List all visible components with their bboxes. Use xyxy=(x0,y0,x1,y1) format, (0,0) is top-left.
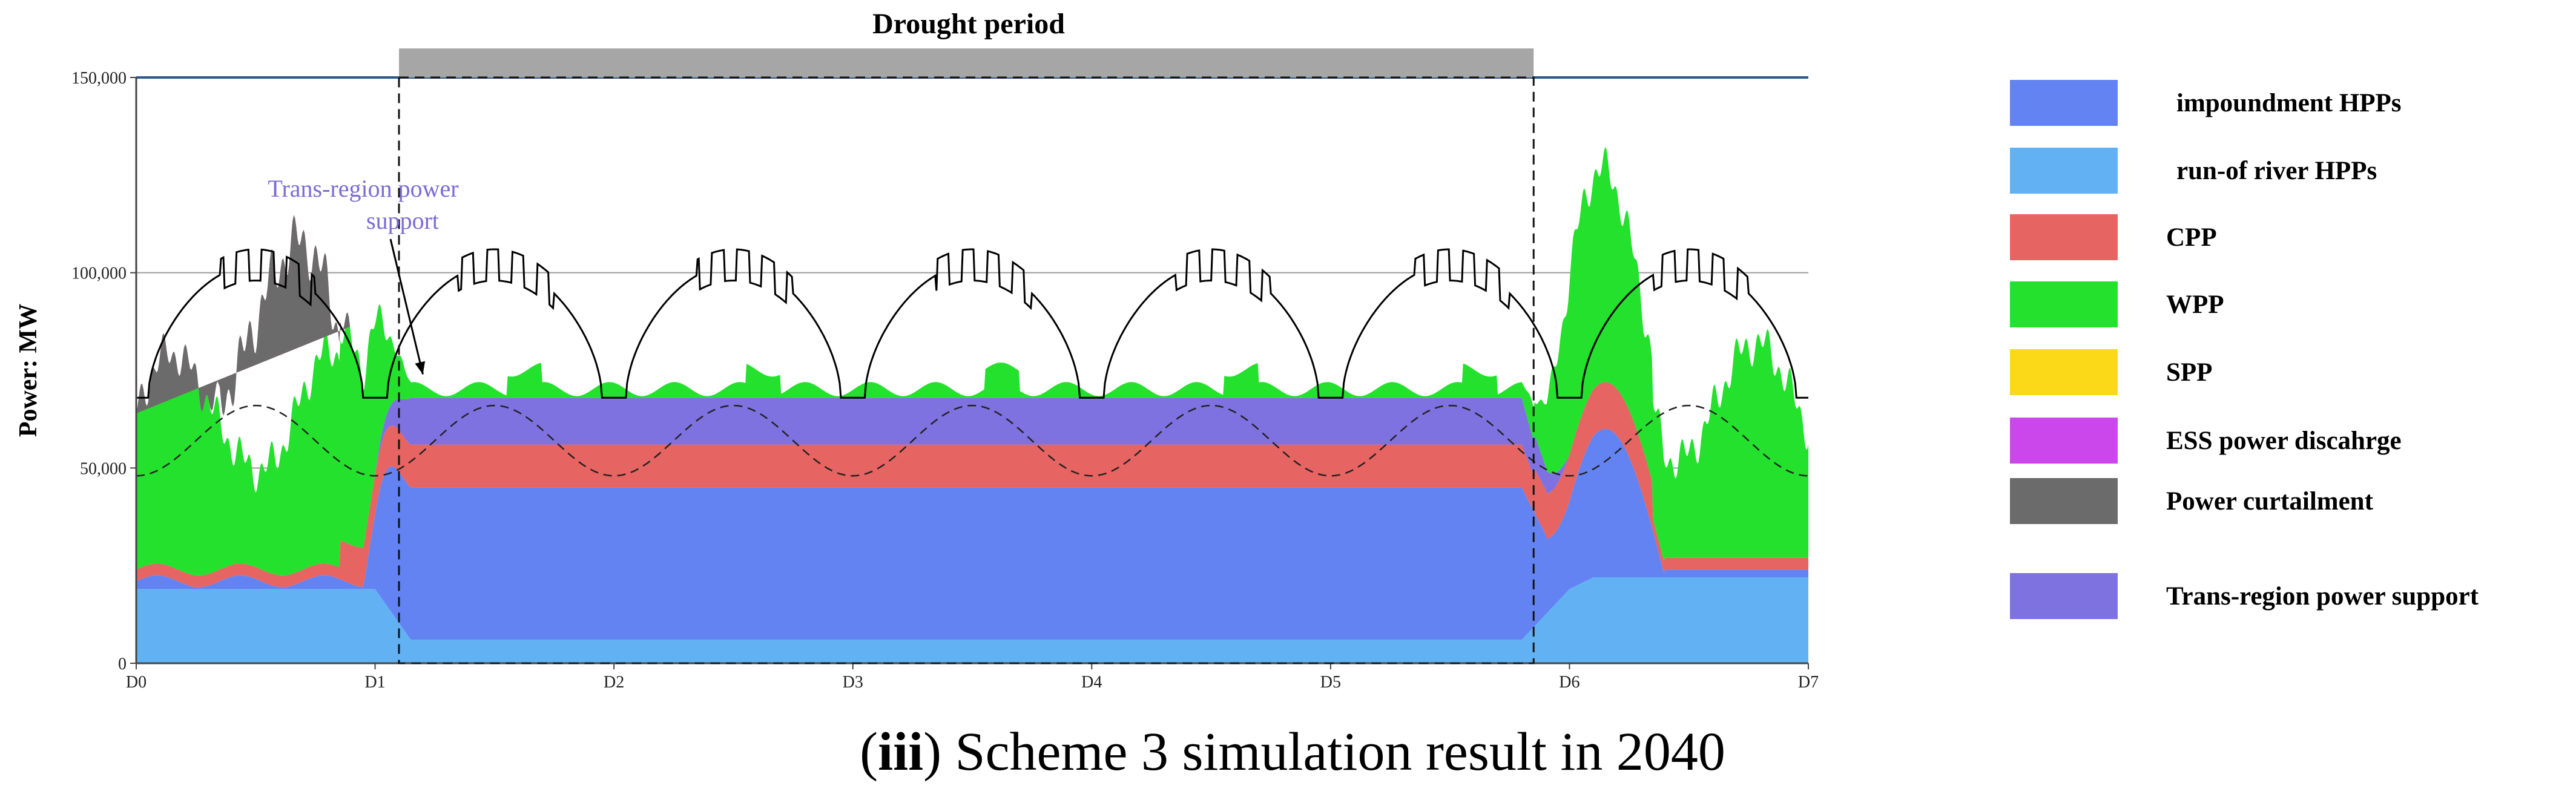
x-tick-label: D2 xyxy=(604,673,624,692)
annotation-line-1: Trans-region power xyxy=(268,175,458,202)
y-tick-label: 0 xyxy=(118,655,127,674)
series-area-power-curtailment xyxy=(136,215,351,416)
legend: impoundment HPPs run-of river HPPs CPP WPP S… xyxy=(2010,80,2479,619)
legend-label: Power curtailment xyxy=(2166,487,2374,516)
x-tick-label: D1 xyxy=(364,673,385,692)
legend-swatch xyxy=(2010,418,2118,464)
demand-lines xyxy=(136,248,1808,477)
legend-label: CPP xyxy=(2166,223,2217,252)
drought-period: Drought period xyxy=(398,8,1535,664)
x-tick-label: D0 xyxy=(126,673,147,692)
figure-caption: (iii) Scheme 3 simulation result in 2040 xyxy=(860,722,1725,782)
drought-period-label: Drought period xyxy=(872,8,1065,40)
trans-region-annotation: Trans-region power support xyxy=(268,175,459,375)
x-tick-label: D4 xyxy=(1081,673,1102,692)
legend-label: SPP xyxy=(2166,358,2212,387)
series-area-wpp xyxy=(136,146,1808,576)
legend-label: Trans-region power support xyxy=(2166,582,2479,611)
series-area-trans-region-power-support xyxy=(136,382,1808,576)
series-area-cpp xyxy=(136,382,1808,588)
y-tick-label: 50,000 xyxy=(80,459,127,478)
legend-swatch xyxy=(2010,478,2118,524)
caption-rest: ) Scheme 3 simulation result in 2040 xyxy=(923,722,1725,782)
legend-swatch xyxy=(2010,349,2118,395)
load-line xyxy=(136,248,1808,399)
legend-swatch xyxy=(2010,281,2118,327)
annotation-line-2: support xyxy=(366,207,439,234)
legend-label: impoundment HPPs xyxy=(2176,89,2402,117)
legend-label: run-of river HPPs xyxy=(2176,157,2377,185)
legend-label: WPP xyxy=(2166,290,2224,319)
legend-swatch xyxy=(2010,80,2118,126)
stacked-series xyxy=(136,146,1808,663)
annotation-arrowhead xyxy=(415,361,426,375)
y-tick-label: 100,000 xyxy=(71,264,127,283)
annotation-arrow xyxy=(389,238,424,375)
drought-period-bar xyxy=(399,48,1534,77)
y-axis-title: Power: MW xyxy=(15,304,42,437)
legend-swatch xyxy=(2010,148,2118,194)
legend-label: ESS power discahrge xyxy=(2166,427,2402,455)
net-load-line xyxy=(136,404,1808,477)
drought-period-box xyxy=(398,76,1535,664)
legend-swatch xyxy=(2010,573,2118,619)
caption-bold: iii xyxy=(878,722,923,782)
series-area-impoundment-hpps xyxy=(136,428,1808,640)
y-tick-label: 150,000 xyxy=(71,69,127,88)
x-tick-label: D3 xyxy=(843,673,863,692)
x-tick-label: D6 xyxy=(1559,673,1580,692)
series-area-run-of-river-hpps xyxy=(136,577,1808,663)
legend-swatch xyxy=(2010,214,2118,260)
caption-prefix: ( xyxy=(860,722,878,782)
x-tick-label: D7 xyxy=(1798,673,1819,692)
x-tick-label: D5 xyxy=(1320,673,1341,692)
